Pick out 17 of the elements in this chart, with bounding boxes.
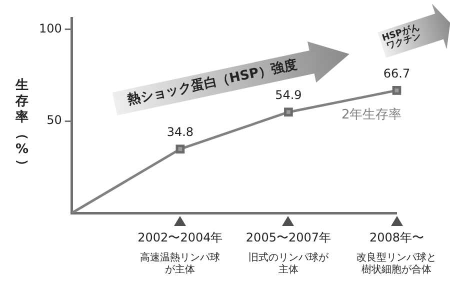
point — [176, 144, 185, 154]
series-label: 2年生存率 — [341, 106, 402, 122]
x-tick-label: 2005〜2007年 — [246, 230, 331, 244]
point — [284, 108, 293, 117]
data-label: 34.8 — [166, 125, 194, 140]
point — [392, 86, 402, 95]
x-tick-label: 2008年〜 — [369, 230, 424, 244]
y-axis-title: 生存率（%） — [14, 78, 30, 172]
x-tick-label: 2002〜2004年 — [138, 230, 223, 244]
data-label: 54.9 — [275, 88, 302, 102]
y-tick-label: 50 — [46, 113, 62, 128]
text: 旧式のリンパ球が主体 — [248, 252, 330, 276]
data-label: 66.7 — [383, 66, 410, 81]
text: 改良型リンパ球と樹状細胞が合体 — [356, 252, 437, 276]
annotation: HSPがんワクチン — [380, 22, 424, 54]
y-tick-label: 100 — [39, 21, 62, 36]
text: 高速温熱リンパ球が主体 — [140, 252, 220, 276]
